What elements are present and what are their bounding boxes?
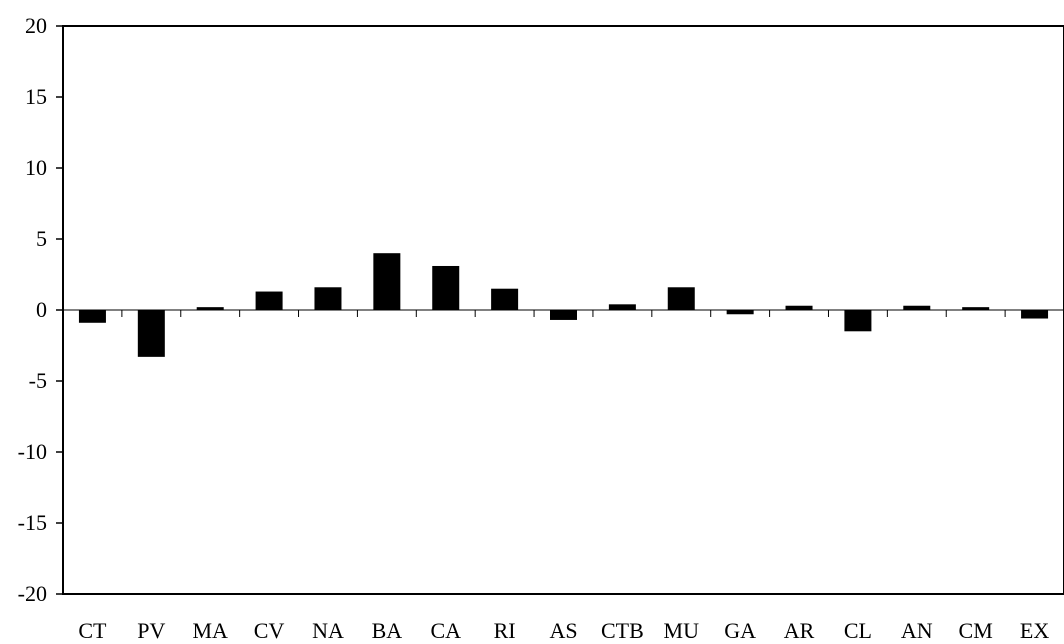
y-tick-label: 10 (25, 155, 47, 180)
x-tick-label-mu: MU (664, 618, 700, 643)
bar-pv (138, 310, 165, 357)
y-tick-label: -15 (18, 510, 47, 535)
x-tick-label-cl: CL (844, 618, 872, 643)
x-tick-label-an: AN (901, 618, 933, 643)
bar-ca (432, 266, 459, 310)
x-tick-label-ctb: CTB (601, 618, 644, 643)
x-tick-labels: CT PV MA CV NA BA CA RI AS CTB MU GA AR CL AN CM EX (78, 618, 1049, 643)
y-tick-label: 20 (25, 13, 47, 38)
y-tick-label: 0 (36, 297, 47, 322)
x-tick-label-ex: EX (1020, 618, 1049, 643)
bar-na (314, 287, 341, 310)
x-tick-label-ca: CA (430, 618, 461, 643)
y-tick-label: 5 (36, 226, 47, 251)
x-tick-label-pv: PV (137, 618, 165, 643)
y-tick-labels: -20 -15 -10 -5 0 5 10 15 20 (18, 13, 47, 606)
x-tick-label-as: AS (549, 618, 577, 643)
bar-mu (668, 287, 695, 310)
bar-cv (256, 292, 283, 310)
bar-as (550, 310, 577, 320)
x-tick-label-ba: BA (372, 618, 403, 643)
bar-ba (373, 253, 400, 310)
bar-ctb (609, 304, 636, 310)
x-tick-label-cm: CM (959, 618, 993, 643)
bar-ct (79, 310, 106, 323)
x-tick-label-ri: RI (494, 618, 516, 643)
bar-an (903, 306, 930, 310)
x-tick-label-cv: CV (254, 618, 285, 643)
bar-ex (1021, 310, 1048, 319)
axes (56, 26, 1064, 594)
bar-ri (491, 289, 518, 310)
bar-cl (844, 310, 871, 331)
x-tick-label-ar: AR (784, 618, 815, 643)
bars (79, 253, 1048, 357)
x-tick-label-ma: MA (192, 618, 228, 643)
y-tick-label: 15 (25, 84, 47, 109)
bar-ga (727, 310, 754, 314)
y-tick-label: -5 (29, 368, 47, 393)
y-tick-label: -10 (18, 439, 47, 464)
x-tick-label-na: NA (312, 618, 344, 643)
y-tick-label: -20 (18, 581, 47, 606)
x-tick-label-ga: GA (724, 618, 756, 643)
x-tick-label-ct: CT (78, 618, 107, 643)
bar-ar (786, 306, 813, 310)
